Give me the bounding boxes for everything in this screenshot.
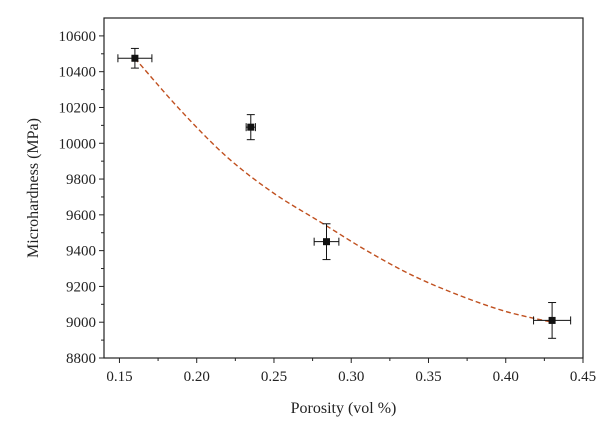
x-tick-label: 0.25 (261, 369, 287, 385)
y-tick-label: 10400 (59, 65, 97, 81)
x-axis-title: Porosity (vol %) (291, 400, 397, 417)
fit-curve-line (134, 57, 553, 323)
x-tick-label: 0.45 (570, 369, 596, 385)
x-tick-label: 0.35 (415, 369, 441, 385)
data-point (245, 114, 256, 141)
x-tick-label: 0.20 (184, 369, 210, 385)
square-marker (548, 316, 556, 324)
data-point (533, 302, 572, 339)
square-marker (323, 238, 331, 246)
y-tick-label: 10000 (59, 136, 97, 152)
y-tick-label: 9400 (66, 244, 96, 260)
y-tick-label: 9000 (66, 315, 96, 331)
x-tick-label: 0.40 (493, 369, 519, 385)
x-axis: 0.15 0.20 0.25 0.30 0.35 0.40 0.45 (106, 358, 596, 385)
y-tick-label: 10600 (59, 29, 97, 45)
y-axis: 8800 9000 9200 9400 9600 9800 10000 10200 10400 1… (59, 29, 104, 367)
y-tick-label: 10200 (59, 100, 97, 116)
square-marker (247, 123, 255, 131)
plot-area (103, 17, 584, 359)
square-marker (131, 54, 139, 62)
y-tick-label: 8800 (66, 351, 96, 367)
y-axis-title: Microhardness (MPa) (25, 118, 42, 258)
data-point (313, 223, 340, 261)
plot-border (103, 17, 584, 359)
y-tick-label: 9800 (66, 172, 96, 188)
fit-curve-layer (134, 57, 553, 323)
x-tick-label: 0.30 (338, 369, 364, 385)
data-points-layer (117, 47, 572, 339)
x-tick-label: 0.15 (106, 369, 132, 385)
y-tick-label: 9600 (66, 208, 96, 224)
y-tick-label: 9200 (66, 279, 96, 295)
data-point (117, 47, 153, 69)
